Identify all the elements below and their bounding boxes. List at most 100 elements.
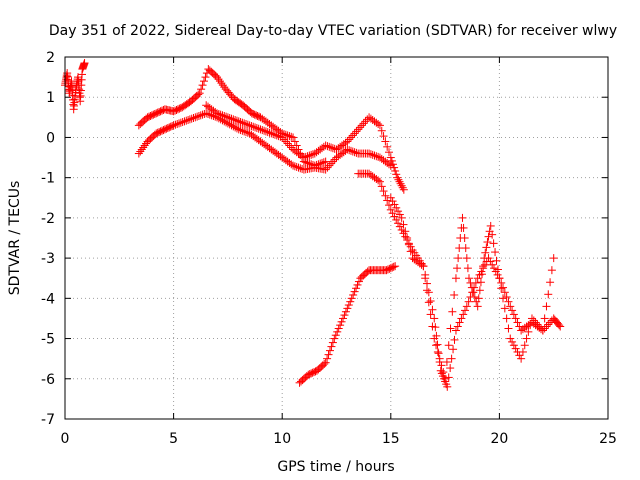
data-point-arc6 [321,358,330,367]
data-point-arc5 [450,335,459,344]
data-point-arc7 [451,274,460,283]
data-point-arc5 [390,212,399,221]
data-point-arc4 [354,125,363,134]
data-point-arc4 [214,109,223,118]
x-tick-label: 10 [273,431,291,447]
data-point-arc7 [439,368,448,377]
data-point-arc7 [454,254,463,263]
data-point-arc5 [428,305,437,314]
data-point-arc5 [388,209,397,218]
data-point-arc4 [388,160,397,169]
data-point-arc4 [343,137,352,146]
data-point-arc5 [375,177,384,186]
data-point-arc6 [327,342,336,351]
data-point-arc7 [399,220,408,229]
data-point-arc2 [292,141,301,150]
data-point-arc3 [168,122,177,131]
data-point-arc6 [353,280,362,289]
data-point-arc5 [446,364,455,373]
x-axis-label: GPS time / hours [277,459,394,475]
data-point-arc6 [346,297,355,306]
data-point-arc4 [396,179,405,188]
x-tick-label: 15 [382,431,400,447]
data-point-arc5 [443,382,452,391]
data-point-arc4 [245,121,254,130]
data-point-arc3 [169,121,178,130]
data-point-arc7 [446,324,455,333]
data-point-arc5 [449,345,458,354]
data-point-arc3 [287,160,296,169]
data-point-arc4 [260,126,269,135]
data-point-arc5 [544,320,553,329]
data-point-arc7 [423,286,431,295]
data-point-arc4 [392,170,401,179]
data-point-arc2 [201,73,210,82]
data-point-arc4 [263,128,272,137]
data-point-arc4 [256,125,265,134]
data-point-arc5 [433,340,442,349]
data-point-arc3 [175,119,184,128]
data-point-arc4 [229,115,238,124]
x-tick-label: 0 [61,431,70,447]
data-point-arc4 [261,127,270,136]
data-point-arc3 [136,147,145,156]
data-point-arc4 [379,132,388,141]
chart-title: Day 351 of 2022, Sidereal Day-to-day VTE… [49,23,617,39]
data-point-arc4 [381,137,390,146]
data-point-arc3 [323,163,332,172]
data-point-arc3 [238,126,247,135]
data-point-arc2 [198,81,207,90]
data-point-arc5 [555,321,564,330]
data-point-arc7 [474,294,483,303]
data-point-arc4 [321,141,330,150]
data-point-arc6 [333,327,342,336]
data-point-arc3 [189,114,198,123]
data-point-arc4 [305,151,314,160]
data-point-arc4 [395,177,404,186]
data-point-arc5 [506,302,515,311]
data-point-arc5 [386,205,395,214]
data-point-arc7 [479,262,488,271]
data-point-arc5 [489,264,498,273]
data-point-arc5 [502,292,511,301]
data-point-arc3 [180,117,189,126]
data-point-arc2 [195,89,204,98]
data-point-arc3 [374,152,383,161]
data-point-arc4 [269,130,278,139]
data-point-arc4 [377,126,386,135]
data-point-arc3 [352,148,361,157]
y-tick-label: 1 [46,90,55,106]
data-point-arc5 [379,187,388,196]
data-point-arc7 [492,256,501,265]
data-point-arc6 [337,317,346,326]
data-point-arc7 [437,361,446,370]
data-point-arc6 [336,321,345,330]
data-point-arc7 [424,298,433,307]
data-point-arc6 [341,307,350,316]
data-point-arc5 [488,260,497,269]
data-point-arc6 [350,287,359,296]
data-point-arc5 [491,267,500,276]
data-point-arc5 [462,302,471,311]
data-point-arc7 [481,248,490,257]
data-point-arc4 [251,123,260,132]
data-point-arc4 [274,132,283,141]
data-point-arc3 [289,161,298,170]
data-point-arc7 [467,283,476,292]
data-point-arc4 [213,109,222,118]
data-point-arc4 [220,111,229,120]
data-point-arc3 [227,121,236,130]
data-point-arc7 [476,278,485,287]
data-point-arc7 [466,278,475,287]
data-point-arc4 [236,118,245,127]
data-point-arc5 [455,318,464,327]
y-tick-label: -7 [41,412,55,428]
data-point-arc4 [390,163,399,172]
data-point-arc7 [460,234,469,242]
data-point-arc7 [491,248,500,257]
data-point-arc4 [238,118,247,127]
data-point-arc2 [197,85,206,94]
data-point-arc7 [517,354,526,363]
data-point-arc3 [205,110,214,119]
